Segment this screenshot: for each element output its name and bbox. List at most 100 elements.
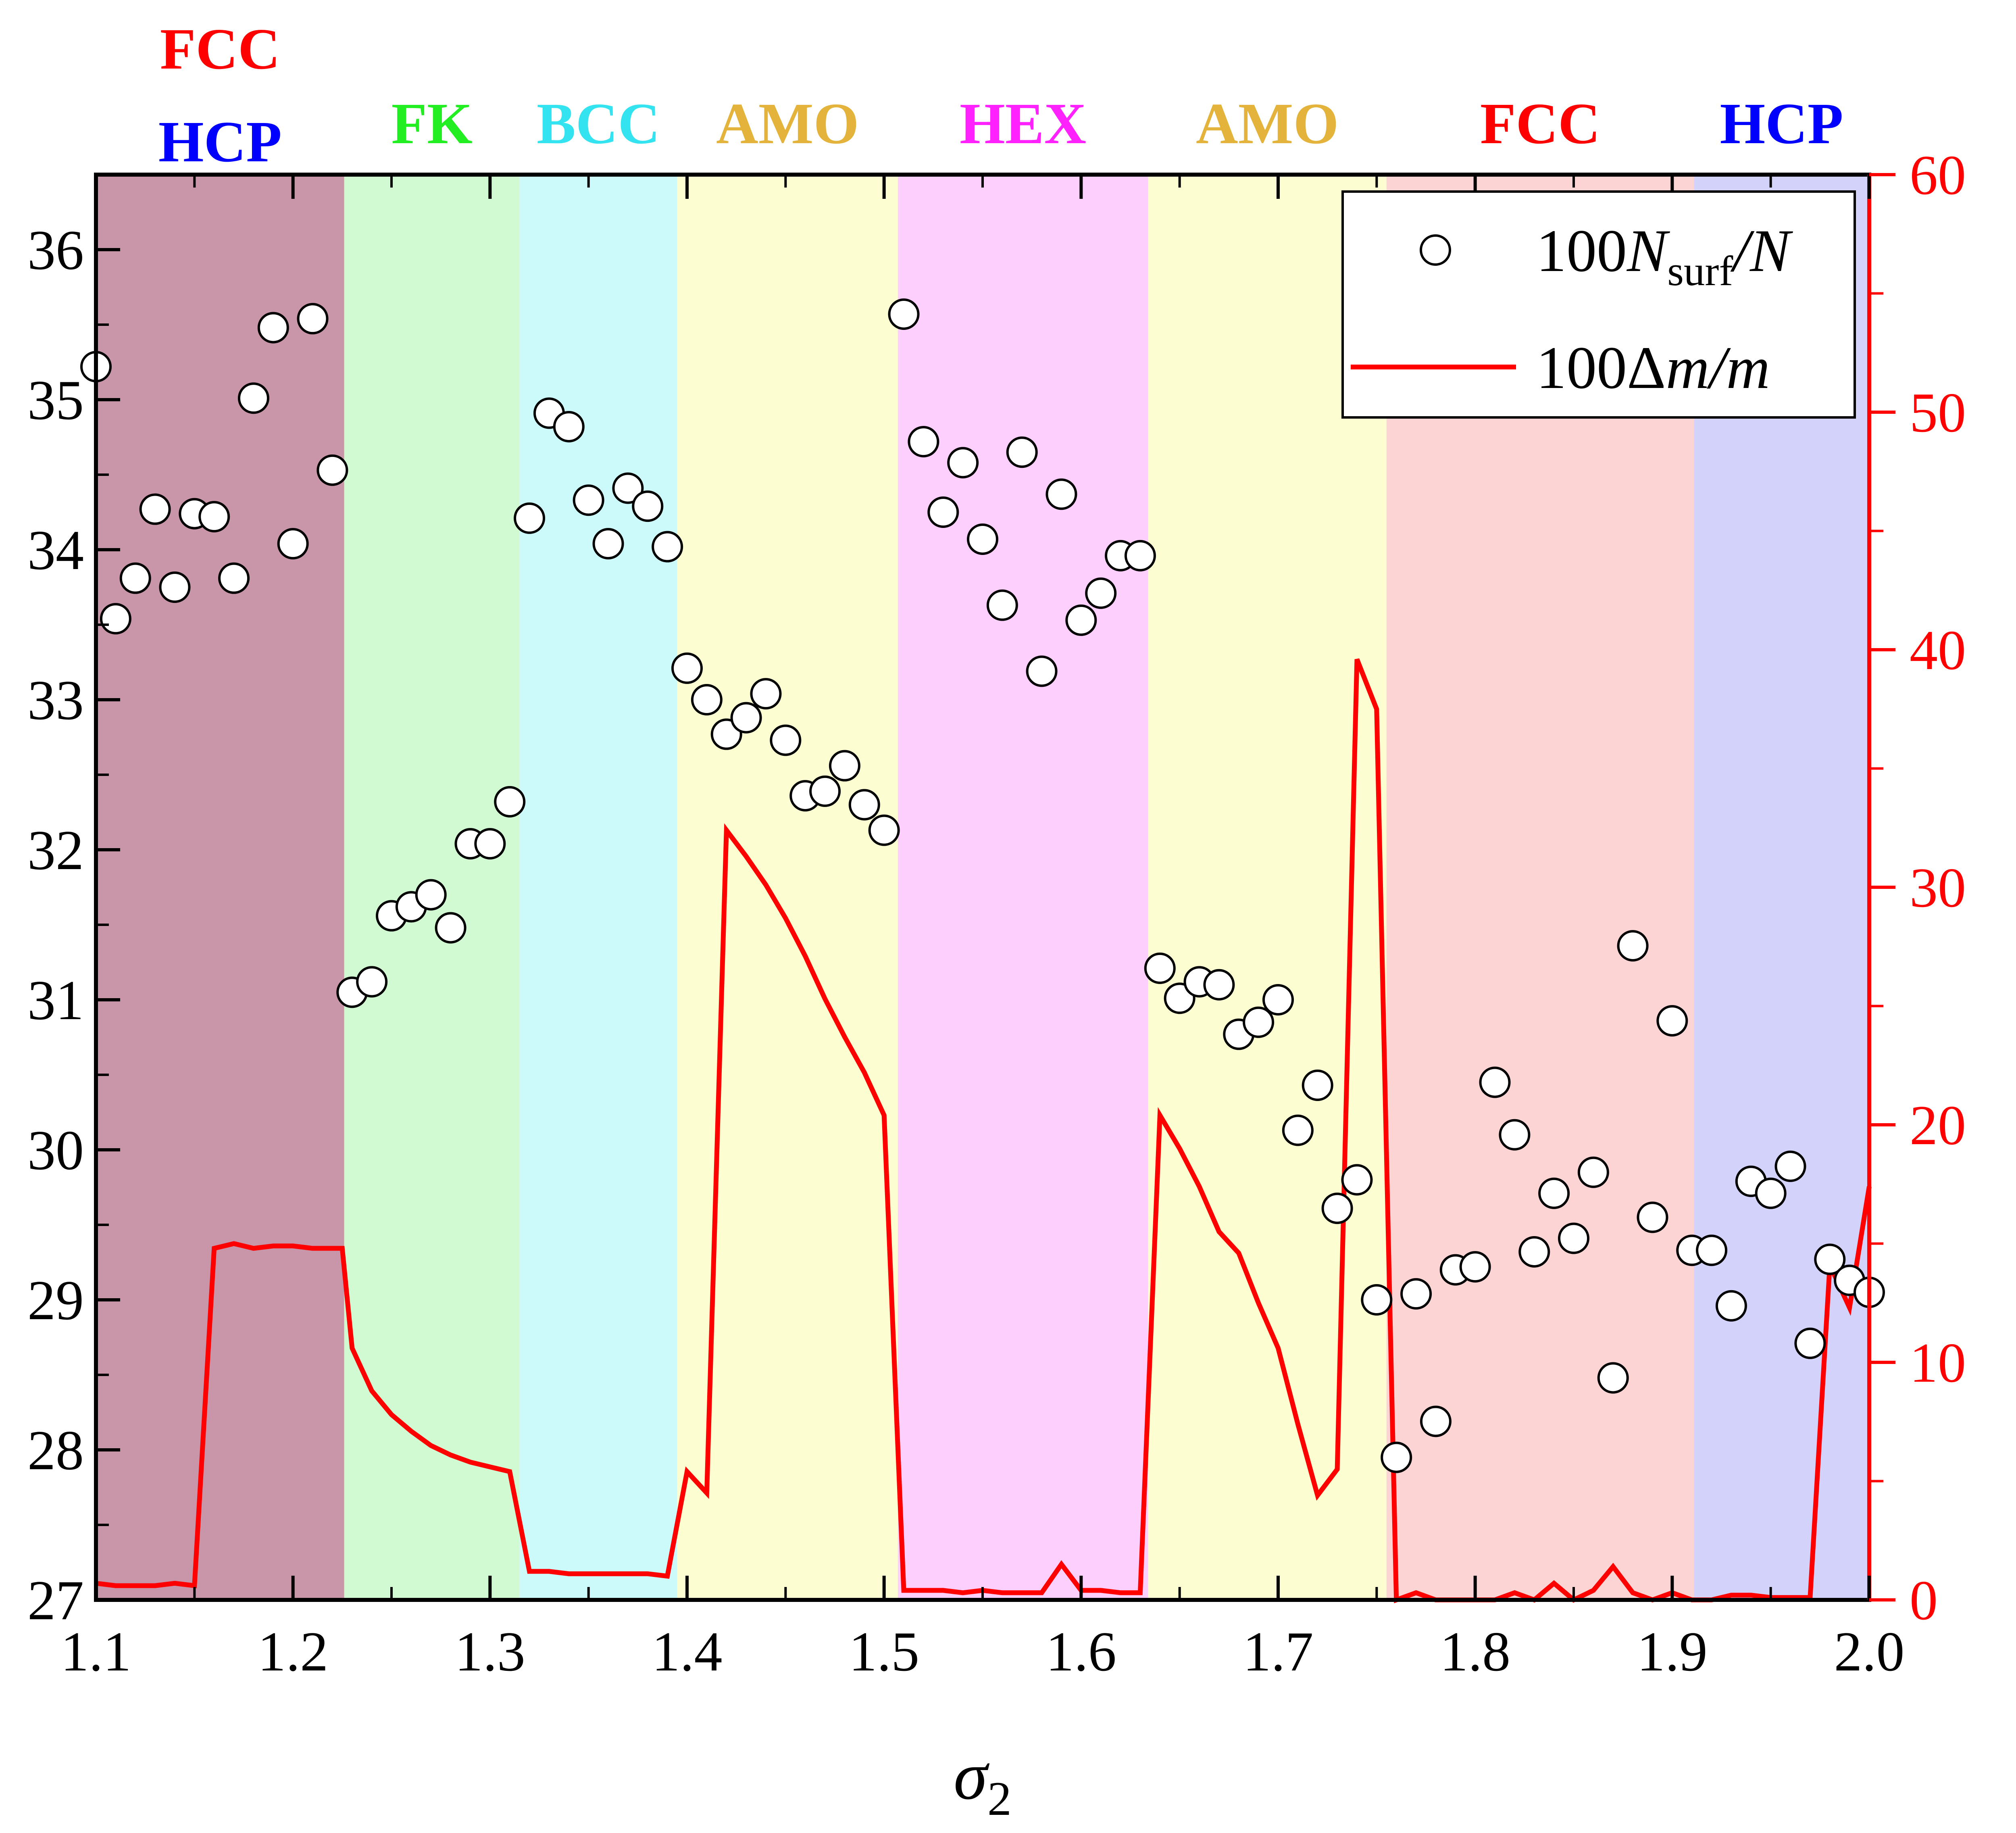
phase-label-2: BCC xyxy=(537,92,660,156)
x-tick-label: 1.8 xyxy=(1440,1620,1510,1683)
data-point xyxy=(986,589,1018,621)
phase-label-1: FK xyxy=(391,92,472,156)
phase-label-bottom-0: HCP xyxy=(158,110,282,174)
x-tick-label: 1.7 xyxy=(1243,1620,1314,1683)
phase-labels: FCC HCP FK BCC AMO HEX AMO FCC HCP xyxy=(158,17,1843,174)
data-point xyxy=(1085,577,1117,609)
legend-marker-circle xyxy=(1420,234,1451,266)
x-tick-label: 1.1 xyxy=(61,1620,131,1683)
phase-label-3: AMO xyxy=(716,92,859,156)
phase-label-4: HEX xyxy=(960,92,1086,156)
data-point xyxy=(1617,930,1649,962)
data-point xyxy=(100,603,131,635)
data-point xyxy=(553,411,585,442)
data-point xyxy=(277,528,309,560)
data-point xyxy=(1518,1236,1550,1268)
data-point xyxy=(1124,540,1156,571)
data-point xyxy=(632,490,664,522)
data-point xyxy=(888,298,920,330)
data-point xyxy=(1479,1066,1511,1098)
data-point xyxy=(573,484,604,516)
data-point xyxy=(297,303,329,335)
y-right-tick-label: 10 xyxy=(1910,1332,1966,1394)
data-point xyxy=(218,562,250,594)
phase-label-5: AMO xyxy=(1196,92,1339,156)
data-point xyxy=(829,750,860,782)
data-point xyxy=(356,966,388,998)
data-point xyxy=(257,312,289,344)
data-point xyxy=(1755,1177,1787,1209)
data-point xyxy=(1538,1177,1570,1209)
data-point xyxy=(1065,604,1097,636)
y-left-tick-label: 30 xyxy=(27,1119,84,1182)
y-left-tick-label: 29 xyxy=(27,1269,84,1332)
data-point xyxy=(1262,984,1294,1016)
data-point xyxy=(730,702,762,734)
legend-box xyxy=(1341,190,1856,419)
phase-label-top-0: FCC xyxy=(160,17,280,81)
data-point xyxy=(198,501,230,533)
data-point xyxy=(868,814,900,846)
y-left-tick-label: 35 xyxy=(27,369,84,432)
data-point xyxy=(237,382,269,414)
data-point xyxy=(612,472,644,504)
data-point xyxy=(1715,1290,1747,1322)
data-point xyxy=(652,531,683,563)
x-tick-label: 1.6 xyxy=(1046,1620,1116,1683)
data-point xyxy=(119,562,151,594)
mass-fraction-series-line xyxy=(96,658,1872,1604)
y-right-tick-label: 30 xyxy=(1910,857,1966,919)
y-left-tick-label: 36 xyxy=(27,219,84,282)
y-left-tick-label: 34 xyxy=(27,519,84,582)
data-point xyxy=(947,447,979,479)
data-point xyxy=(494,786,526,817)
surface-fraction-points xyxy=(80,298,1885,1473)
data-point xyxy=(1814,1243,1846,1275)
data-point xyxy=(1400,1278,1432,1310)
data-point xyxy=(514,502,546,534)
y-left-tick-label: 31 xyxy=(27,969,84,1032)
phase-region-2 xyxy=(519,175,677,1600)
y-left-tick-label: 32 xyxy=(27,819,84,882)
phase-label-7: HCP xyxy=(1720,92,1843,156)
data-point xyxy=(1243,1006,1275,1038)
data-point xyxy=(770,724,802,756)
data-point xyxy=(1302,1070,1333,1101)
data-point xyxy=(1026,655,1058,687)
data-point xyxy=(1696,1235,1728,1266)
y-right-tick-label: 0 xyxy=(1910,1569,1938,1632)
x-tick-label: 1.9 xyxy=(1637,1620,1708,1683)
y-right-tick-label: 40 xyxy=(1910,619,1966,682)
phase-region-4 xyxy=(898,175,1148,1600)
data-point xyxy=(1144,952,1176,984)
phase-regions xyxy=(96,175,1869,1600)
data-point xyxy=(967,523,998,555)
data-point xyxy=(1006,436,1038,468)
data-point xyxy=(1499,1119,1531,1151)
data-point xyxy=(671,652,703,684)
phase-region-0 xyxy=(96,175,344,1600)
data-point xyxy=(1361,1284,1393,1316)
data-point xyxy=(1341,1164,1373,1196)
x-tick-label: 1.5 xyxy=(849,1620,919,1683)
data-point xyxy=(1794,1327,1826,1359)
data-point xyxy=(317,454,348,486)
data-point xyxy=(1597,1362,1629,1394)
data-point xyxy=(691,684,723,715)
x-tick-label: 2.0 xyxy=(1834,1620,1905,1683)
y-left-tick-label: 28 xyxy=(27,1419,84,1482)
data-point xyxy=(1459,1251,1491,1283)
legend-label-mass: 100Δm/m xyxy=(1536,334,1770,401)
phase-region-3 xyxy=(677,175,898,1600)
x-tick-label: 1.2 xyxy=(258,1620,328,1683)
data-point xyxy=(435,912,467,944)
x-tick-label: 1.4 xyxy=(652,1620,723,1683)
y-left-tick-label: 27 xyxy=(27,1569,84,1632)
axes: 1.1 1.2 1.3 1.4 1.5 1.6 1.7 1.8 1.9 2.0 27 28 29 30 31… xyxy=(27,144,1966,1825)
x-axis-label: σ2 xyxy=(954,1738,1012,1825)
data-point xyxy=(1045,478,1077,510)
data-point xyxy=(159,571,191,603)
data-point xyxy=(1381,1441,1412,1473)
